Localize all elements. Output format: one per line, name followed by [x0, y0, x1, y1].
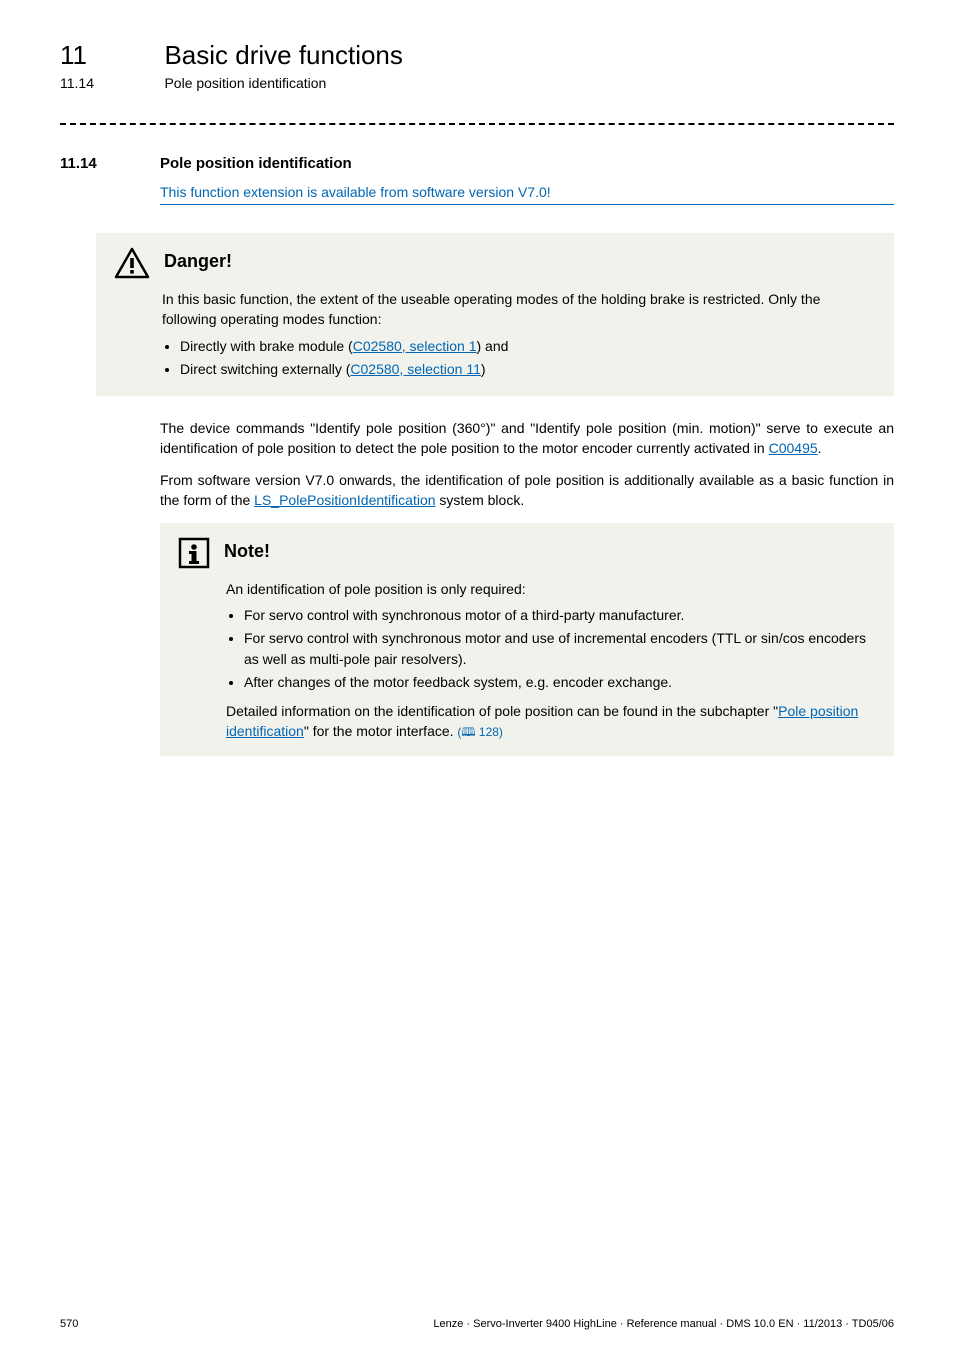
note-bullet: After changes of the motor feedback syst…	[244, 672, 876, 693]
body-paragraph: From software version V7.0 onwards, the …	[160, 470, 894, 511]
section-heading: 11.14 Pole position identification	[60, 155, 894, 172]
link-c02580-sel-11[interactable]: C02580, selection 11	[350, 361, 481, 377]
note-title: Note!	[224, 537, 270, 562]
divider-dashed	[60, 123, 894, 125]
danger-bullet: Directly with brake module (C02580, sele…	[180, 336, 876, 357]
note-paragraph: An identification of pole position is on…	[226, 579, 876, 599]
danger-callout: Danger! In this basic function, the exte…	[96, 233, 894, 396]
danger-bullet: Direct switching externally (C02580, sel…	[180, 359, 876, 380]
info-icon	[178, 537, 210, 569]
page-footer: 570 Lenze · Servo-Inverter 9400 HighLine…	[60, 1318, 894, 1330]
body-paragraph: The device commands "Identify pole posit…	[160, 418, 894, 459]
note-paragraph: Detailed information on the identificati…	[226, 701, 876, 742]
subsection-title: Pole position identification	[164, 75, 326, 91]
danger-title: Danger!	[164, 247, 232, 272]
link-c02580-sel-1[interactable]: C02580, selection 1	[353, 338, 477, 354]
link-c00495[interactable]: C00495	[769, 440, 818, 456]
link-ls-polepositionidentification[interactable]: LS_PolePositionIdentification	[254, 492, 435, 508]
note-bullet: For servo control with synchronous motor…	[244, 628, 876, 670]
page-number: 570	[60, 1318, 78, 1330]
footer-text: Lenze · Servo-Inverter 9400 HighLine · R…	[433, 1318, 894, 1330]
page-reference: (🕮 128)	[457, 725, 503, 739]
chapter-title: Basic drive functions	[164, 40, 402, 71]
chapter-number: 11	[60, 40, 160, 71]
section-title: Pole position identification	[160, 155, 352, 172]
note-callout: Note! An identification of pole position…	[160, 523, 894, 756]
blue-underline	[160, 204, 894, 205]
danger-paragraph: In this basic function, the extent of th…	[162, 289, 876, 330]
subsection-number: 11.14	[60, 75, 160, 91]
page-header: 11 Basic drive functions 11.14 Pole posi…	[60, 40, 894, 93]
section-number: 11.14	[60, 155, 160, 172]
note-bullet: For servo control with synchronous motor…	[244, 605, 876, 626]
danger-icon	[114, 247, 150, 279]
availability-note: This function extension is available fro…	[160, 184, 894, 200]
